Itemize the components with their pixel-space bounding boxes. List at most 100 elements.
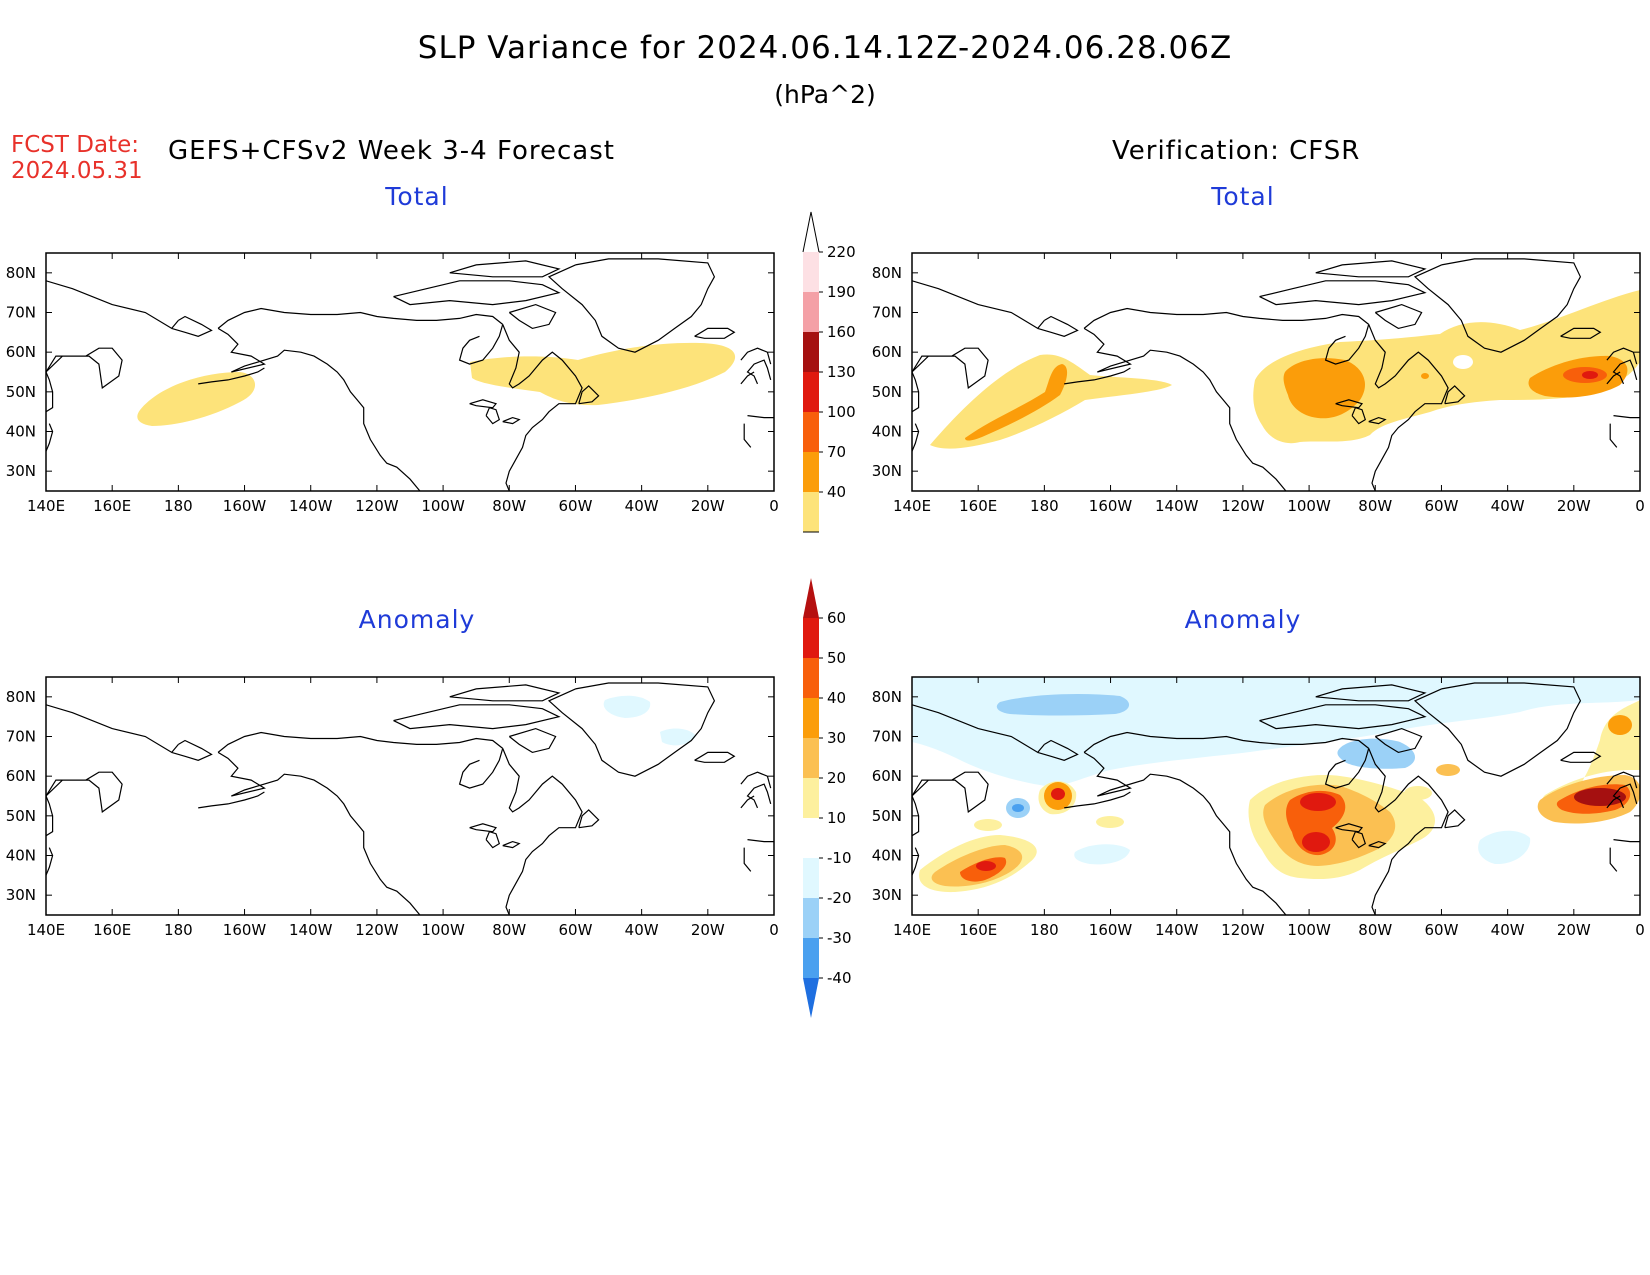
lon-label: 140E [27, 497, 65, 515]
coastline-8 [1324, 748, 1370, 789]
lon-label: 120W [355, 497, 399, 515]
lon-label: 140W [289, 497, 333, 515]
colorbar-label: 70 [827, 443, 846, 461]
map-frame [911, 252, 1641, 492]
coastline-8 [1324, 324, 1370, 365]
lat-label: 30N [6, 462, 36, 480]
lon-label: 80W [492, 921, 526, 939]
colorbar-swatch [803, 452, 819, 492]
coastline-18 [1606, 371, 1621, 385]
forecast-anomaly-shading [603, 695, 696, 746]
coastline-0 [912, 280, 1045, 330]
shade-orange-pacific-band [965, 364, 1068, 441]
coastline-14 [1560, 327, 1602, 339]
axis-ticks: 140E 160E 180 160W 140W 120W 100W 80W 60W 40W 20W 0… [872, 253, 1645, 515]
coastline-21 [469, 399, 498, 409]
coastline-11 [449, 684, 561, 702]
shade-white-hole [1453, 355, 1473, 369]
coastline-14 [694, 751, 736, 763]
coastline-22 [485, 406, 501, 425]
lon-label: 80W [492, 497, 526, 515]
coastline-14 [1560, 751, 1602, 763]
coastline-18 [1606, 795, 1621, 809]
coastline-1 [912, 347, 989, 389]
lon-label: 180 [1030, 921, 1059, 939]
coastline-2 [912, 795, 920, 837]
coastline-6 [217, 307, 504, 329]
shade-midblue-siberia [996, 694, 1130, 716]
lon-label: 60W [1424, 497, 1458, 515]
lon-label: 80W [1358, 497, 1392, 515]
lon-label: 180 [1030, 497, 1059, 515]
coastline-12 [1374, 303, 1423, 330]
coastline-0 [46, 704, 179, 754]
lon-label: 160W [1089, 497, 1133, 515]
lon-label: 0 [1635, 497, 1645, 515]
fcst-date-value: 2024.05.31 [11, 158, 143, 184]
coastline-15 [578, 385, 600, 405]
shade-red-west-pacific [976, 861, 996, 871]
shade-yellow-small-a [974, 819, 1002, 831]
shade-yellow-canada-east [1404, 786, 1432, 800]
lat-label: 60N [872, 343, 902, 361]
colorbar-label: 190 [827, 283, 856, 301]
coastline-3 [912, 423, 920, 452]
colorbar-label: 50 [827, 649, 846, 667]
colorbar-swatch [803, 292, 819, 332]
lon-label: 180 [164, 497, 193, 515]
lat-label: 80N [6, 264, 36, 282]
coastline-18 [740, 371, 755, 385]
coastline-20 [743, 423, 752, 448]
coastline-22 [485, 830, 501, 849]
colorbar-swatch [803, 252, 819, 292]
coastline-10 [1259, 280, 1427, 306]
verification-total-shading [930, 290, 1640, 449]
colorbar-label: 40 [827, 483, 846, 501]
lat-label: 50N [6, 383, 36, 401]
coastline-13 [1413, 258, 1582, 353]
map-frame [911, 676, 1641, 916]
lon-label: 0 [769, 921, 779, 939]
lat-label: 70N [6, 728, 36, 746]
coastline-3 [912, 847, 920, 876]
coastline-3 [46, 423, 54, 452]
forecast-total-shading [137, 342, 736, 426]
lon-label: 60W [558, 497, 592, 515]
coastline-4 [171, 315, 213, 337]
coastline-13 [1413, 682, 1582, 777]
lon-label: 140E [893, 497, 931, 515]
coastline-4 [171, 739, 213, 761]
lat-label: 70N [872, 304, 902, 322]
coastlines [46, 682, 774, 915]
shade-midblue-hudson [1337, 738, 1416, 769]
colorbar-swatch [803, 618, 819, 658]
lon-label: 120W [1221, 921, 1265, 939]
lon-label: 40W [625, 921, 659, 939]
coastline-5 [1083, 327, 1287, 491]
lat-label: 50N [6, 807, 36, 825]
axis-ticks: 140E 160E 180 160W 140W 120W 100W 80W 60W 40W 20W 0… [6, 677, 779, 939]
coastline-9 [502, 748, 583, 915]
coastline-16 [740, 771, 772, 789]
lon-label: 20W [1557, 921, 1591, 939]
lon-label: 160W [223, 921, 267, 939]
coastline-17 [746, 783, 772, 809]
coastline-7 [198, 791, 265, 809]
coastline-12 [1374, 727, 1423, 754]
lon-label: 160W [1089, 921, 1133, 939]
coastline-4 [1037, 315, 1079, 337]
coastline-20 [743, 847, 752, 872]
top-right-title: Total [1211, 182, 1275, 211]
colorbar-top-triangle [803, 578, 819, 618]
lon-label: 140W [1155, 497, 1199, 515]
coastline-14 [694, 327, 736, 339]
coastline-7 [1064, 791, 1131, 809]
colorbar-swatch [803, 818, 819, 858]
colorbar-label: 130 [827, 363, 856, 381]
lat-label: 70N [6, 304, 36, 322]
coastline-10 [1259, 704, 1427, 730]
